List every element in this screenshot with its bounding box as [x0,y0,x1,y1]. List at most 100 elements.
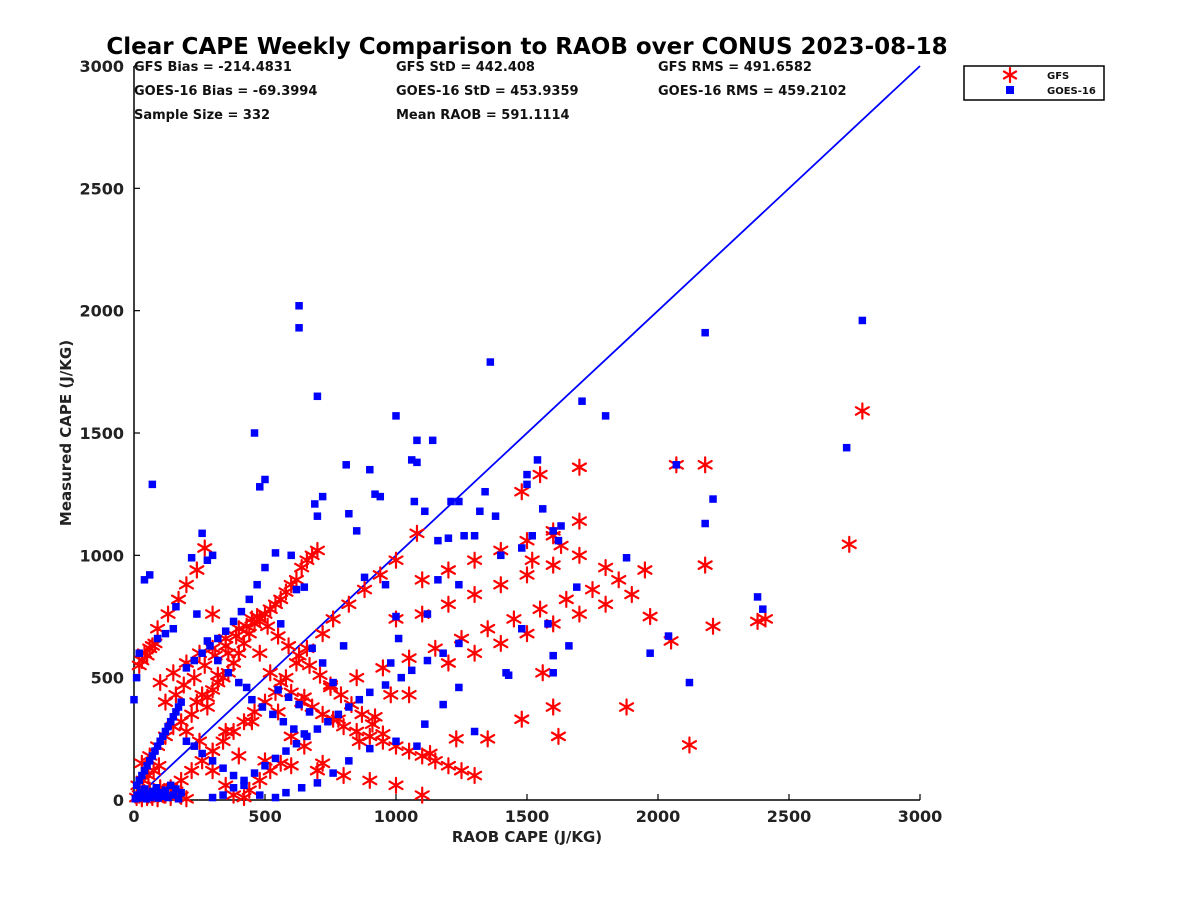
gfs-point [467,585,483,604]
gfs-point [749,612,766,630]
gfs-point [383,686,399,704]
goes16-point [172,708,180,716]
goes16-point [434,536,442,545]
stats-text: GOES-16 RMS = 459.2102 [658,84,847,99]
goes16-point [421,720,429,728]
y-tick-label: 500 [91,669,124,688]
goes16-point [271,549,280,557]
goes16-point [491,512,500,520]
gfs-point [231,747,247,765]
goes16-point [334,710,343,719]
goes16-point [497,551,505,560]
goes16-point [136,788,145,797]
gfs-point [480,620,496,638]
legend-goes16-marker [1006,86,1014,94]
gfs-point [336,766,352,785]
gfs-point [157,693,174,711]
goes16-point [413,742,421,750]
goes16-point [208,793,217,802]
goes16-point [423,610,432,618]
stats-text: GOES-16 Bias = -69.3994 [134,84,317,99]
goes16-point [245,595,254,604]
goes16-point [269,710,277,719]
gfs-point [252,644,268,662]
gfs-point [624,585,640,604]
goes16-point [190,656,199,665]
gfs-point [205,742,221,760]
gfs-point [388,776,404,794]
goes16-point [145,757,154,765]
goes16-point [190,742,199,750]
goes16-point [143,761,151,770]
goes16-point [146,793,154,802]
gfs-point [584,580,601,599]
goes16-point [279,717,288,726]
gfs-point [467,644,483,662]
gfs-point [184,762,200,780]
goes16-point [198,649,206,657]
goes16-point [187,554,196,562]
goes16-point [366,688,374,697]
gfs-point [524,551,540,569]
goes16-point [229,617,238,626]
goes16-point [132,781,141,790]
goes16-point [145,571,154,579]
goes16-point [392,737,400,746]
x-tick-label: 2500 [767,807,812,826]
goes16-point [276,620,285,628]
y-tick-label: 1500 [79,424,124,443]
goes16-point [701,328,709,337]
goes16-point [528,532,536,540]
series-gfs [129,402,870,808]
gfs-point [598,595,614,613]
gfs-point [757,610,774,628]
goes16-point [455,639,463,648]
goes16-point [685,678,694,687]
gfs-point [364,715,381,733]
gfs-point [681,736,698,754]
goes16-point [392,612,400,621]
goes16-point [447,497,455,506]
goes16-point [253,580,261,589]
goes16-point [140,785,149,793]
goes16-point [174,703,183,711]
stats-text: Mean RAOB = 591.1114 [396,108,570,123]
goes16-point [444,534,453,542]
gfs-point [519,566,535,584]
goes16-point [318,659,327,667]
goes16-point [544,620,552,628]
goes16-point [476,507,484,516]
gfs-point [642,607,658,626]
goes16-point [224,669,233,677]
legend-box [963,65,1105,101]
gfs-point [414,747,430,765]
gfs-point [210,666,226,684]
goes16-point [152,784,161,792]
gfs-point [283,757,299,775]
gfs-point [325,610,341,628]
goes16-point [549,651,557,660]
goes16-point [138,771,146,780]
gfs-point [545,698,561,716]
goes16-point [313,725,322,733]
gfs-point [467,766,483,785]
gfs-point [262,664,278,682]
gfs-point [218,637,234,655]
gfs-point [375,725,391,743]
gfs-point [414,571,430,589]
gfs-point [160,605,176,623]
goes16-point [164,793,172,802]
goes16-point [169,791,178,799]
gfs-point [152,673,168,692]
gfs-point [189,561,205,579]
goes16-point [842,443,851,452]
goes16-point [182,737,191,746]
gfs-point [197,539,213,557]
goes16-point [502,669,510,677]
goes16-point [428,436,437,445]
goes16-point [318,492,327,501]
goes16-point [219,791,227,799]
gfs-point [205,605,221,623]
goes16-point [434,576,442,584]
